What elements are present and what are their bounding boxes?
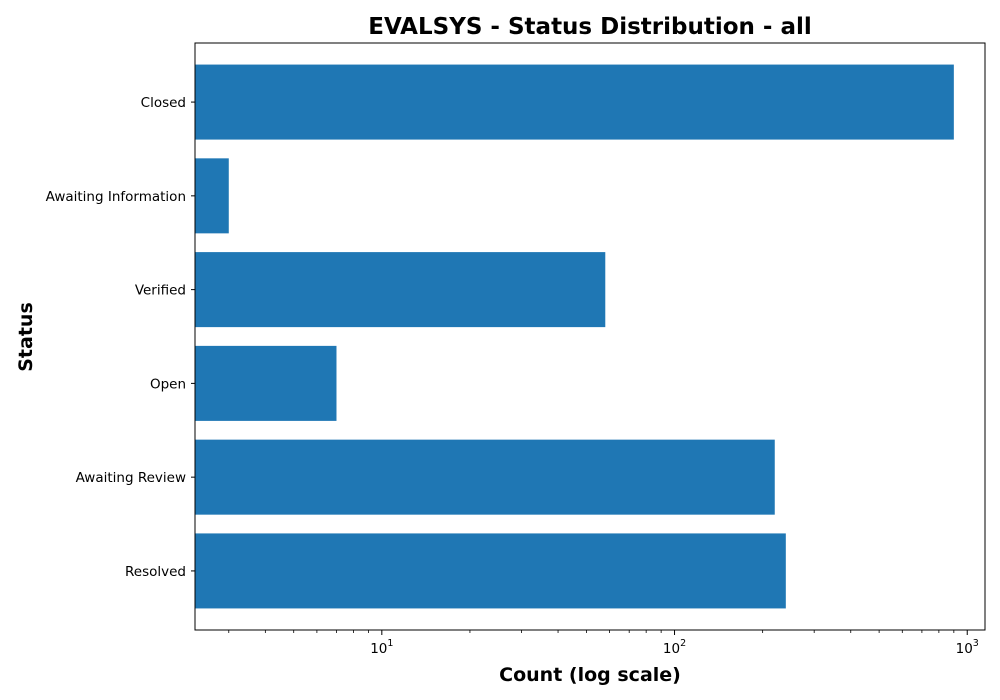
bar-verified	[195, 252, 606, 328]
x-axis-label: Count (log scale)	[499, 664, 681, 686]
y-tick-label-verified: Verified	[135, 283, 186, 299]
y-tick-label-awaiting-information: Awaiting Information	[46, 189, 186, 205]
bars-layer	[195, 64, 954, 609]
y-axis-label: Status	[15, 302, 37, 372]
x-axis: 101 102 103	[228, 630, 979, 657]
x-tick-label: 103	[956, 638, 979, 657]
bar-awaiting-review	[195, 439, 775, 515]
y-tick-label-resolved: Resolved	[125, 564, 186, 580]
bar-open	[195, 345, 337, 421]
x-tick-label: 101	[370, 638, 393, 657]
bar-resolved	[195, 533, 786, 609]
plot-frame	[194, 42, 986, 631]
y-tick-label-closed: Closed	[141, 95, 186, 111]
y-axis: Resolved Awaiting Review Open Verified Await…	[46, 95, 195, 580]
y-tick-label-open: Open	[150, 376, 186, 392]
bar-closed	[195, 64, 954, 140]
chart-title: EVALSYS - Status Distribution - all	[368, 14, 812, 40]
x-tick-label: 102	[663, 638, 686, 657]
bar-awaiting-information	[195, 158, 229, 234]
y-tick-label-awaiting-review: Awaiting Review	[76, 470, 186, 486]
